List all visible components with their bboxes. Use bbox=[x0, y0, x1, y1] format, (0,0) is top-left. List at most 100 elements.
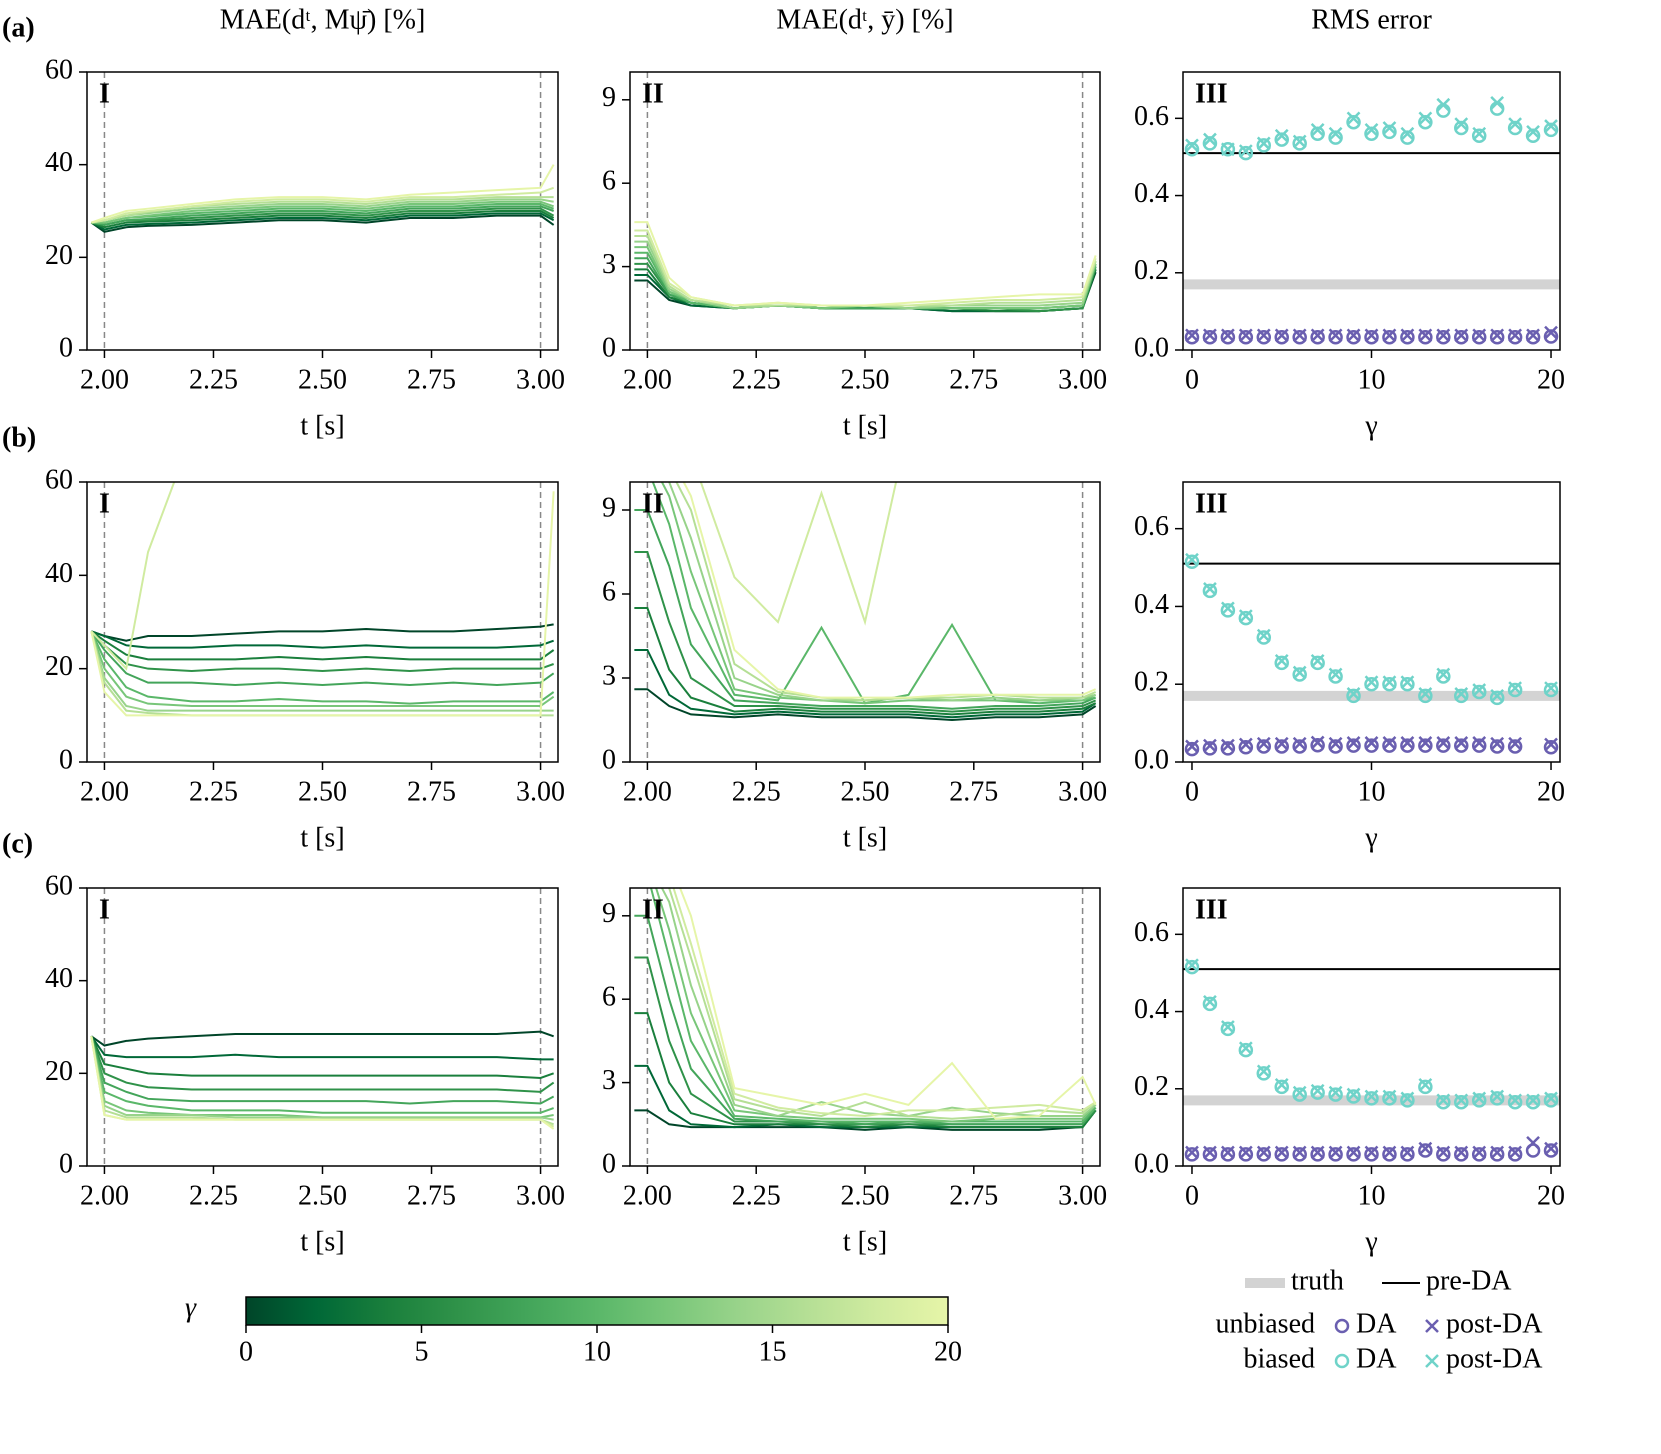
marker bbox=[1185, 138, 1199, 153]
series-line bbox=[634, 221, 1097, 307]
marker bbox=[1436, 328, 1451, 343]
marker bbox=[1256, 1066, 1272, 1081]
series-line bbox=[90, 631, 554, 712]
legend-group-label: biased bbox=[1243, 1343, 1315, 1374]
y-tick-label: 20 bbox=[45, 240, 73, 271]
marker bbox=[1400, 126, 1415, 141]
marker bbox=[1346, 1145, 1361, 1160]
y-tick-label: 0 bbox=[602, 1148, 616, 1179]
marker bbox=[1508, 1093, 1523, 1108]
plot-area bbox=[634, 888, 1097, 1166]
marker bbox=[1436, 667, 1451, 682]
y-tick-label: 9 bbox=[602, 898, 616, 929]
marker bbox=[1203, 738, 1217, 753]
axes-frame bbox=[629, 887, 1101, 1167]
series-line bbox=[650, 888, 1097, 1123]
marker bbox=[1256, 136, 1271, 151]
marker bbox=[1310, 1147, 1325, 1162]
marker bbox=[1274, 328, 1289, 343]
marker bbox=[1382, 330, 1397, 345]
marker bbox=[1184, 141, 1200, 157]
marker bbox=[1328, 1145, 1343, 1160]
marker bbox=[1310, 654, 1325, 668]
marker bbox=[1292, 330, 1307, 345]
marker bbox=[1364, 675, 1379, 690]
axes-frame bbox=[1182, 887, 1561, 1167]
panel-label: II bbox=[642, 78, 664, 109]
marker bbox=[1292, 736, 1307, 751]
x-tick-label: 2.50 bbox=[841, 364, 890, 395]
marker bbox=[1203, 328, 1217, 343]
marker bbox=[1256, 1064, 1271, 1079]
x-axis-label: t [s] bbox=[843, 410, 887, 441]
series-line bbox=[90, 1035, 555, 1093]
x-tick-label: 2.00 bbox=[80, 364, 129, 395]
marker bbox=[1310, 330, 1325, 345]
marker bbox=[1292, 1147, 1307, 1162]
y-tick-label: 6 bbox=[602, 982, 616, 1013]
marker bbox=[1310, 655, 1325, 671]
marker bbox=[1203, 995, 1217, 1009]
y-tick-label: 0.0 bbox=[1134, 1148, 1169, 1179]
marker bbox=[1184, 554, 1200, 569]
marker bbox=[1544, 325, 1558, 340]
series-line bbox=[90, 630, 555, 687]
marker bbox=[1346, 328, 1361, 343]
plot-area bbox=[1183, 958, 1560, 1162]
marker bbox=[1328, 1147, 1343, 1162]
marker bbox=[1382, 328, 1397, 343]
marker bbox=[1274, 1079, 1289, 1095]
marker bbox=[1310, 123, 1325, 137]
y-tick-label: 0.6 bbox=[1134, 101, 1169, 132]
marker bbox=[1471, 1147, 1487, 1162]
marker bbox=[1544, 681, 1558, 695]
marker bbox=[1185, 328, 1199, 343]
marker bbox=[1436, 1145, 1451, 1160]
column-title: MAE(dᵗ, ȳ) [%] bbox=[776, 4, 953, 35]
marker bbox=[1525, 128, 1541, 143]
marker bbox=[1185, 739, 1199, 754]
marker bbox=[1184, 959, 1200, 975]
series-line bbox=[90, 630, 555, 705]
series-line bbox=[90, 630, 555, 661]
marker bbox=[1274, 655, 1289, 671]
marker bbox=[1256, 736, 1271, 751]
x-axis-label: γ bbox=[1364, 822, 1377, 853]
panel: (c) 0 20 40 60 2.00 2.25 2.50 2.75 3.00 t [s] I bbox=[2, 828, 565, 1257]
marker bbox=[1400, 130, 1415, 145]
marker bbox=[1364, 676, 1379, 692]
y-tick-label: 60 bbox=[45, 870, 73, 901]
x-tick-label: 2.00 bbox=[623, 776, 672, 807]
panel: MAE(dᵗ, ȳ) [%] 0 3 6 9 2.00 2.25 2.50 2.75 3.00 t … bbox=[602, 4, 1107, 441]
marker bbox=[1274, 736, 1289, 751]
marker bbox=[1418, 687, 1433, 701]
marker bbox=[1400, 675, 1415, 690]
marker bbox=[1490, 689, 1505, 703]
marker bbox=[1292, 328, 1307, 343]
y-tick-label: 0 bbox=[59, 1148, 73, 1179]
legend-swatch bbox=[1425, 1319, 1439, 1333]
marker bbox=[1508, 117, 1523, 132]
marker bbox=[1400, 330, 1415, 345]
marker bbox=[1418, 1079, 1433, 1095]
marker bbox=[1328, 328, 1343, 343]
marker bbox=[1364, 736, 1379, 750]
marker bbox=[1418, 114, 1433, 130]
marker bbox=[1382, 676, 1397, 692]
marker bbox=[1382, 1089, 1397, 1104]
marker bbox=[1418, 328, 1433, 343]
marker bbox=[1346, 736, 1361, 750]
marker bbox=[1238, 330, 1254, 345]
y-tick-label: 20 bbox=[45, 1056, 73, 1087]
marker bbox=[1202, 583, 1218, 599]
marker bbox=[1274, 1145, 1289, 1160]
marker bbox=[1382, 124, 1397, 140]
marker bbox=[1256, 328, 1271, 343]
x-tick-label: 3.00 bbox=[1058, 364, 1107, 395]
panel-label: I bbox=[99, 488, 110, 519]
x-axis-label: t [s] bbox=[843, 822, 887, 853]
x-tick-label: 3.00 bbox=[1058, 1180, 1107, 1211]
y-tick-label: 0.4 bbox=[1134, 178, 1169, 209]
panel: MAE(dᵗ, Mψ̄) [%] (a) 0 20 40 60 2.00 2.25 2.50 2.… bbox=[2, 4, 565, 441]
series-line bbox=[634, 1012, 1097, 1129]
